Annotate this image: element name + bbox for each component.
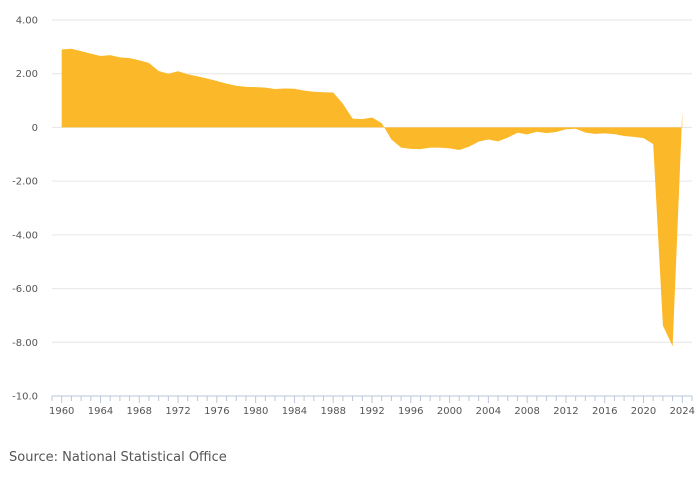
x-tick-label: 1996 [398,406,423,417]
x-tick-label: 2020 [631,406,656,417]
x-tick-label: 2012 [553,406,578,417]
x-tick-label: 1980 [243,406,268,417]
y-tick-label: 4.00 [16,16,38,27]
y-tick-label: 0 [32,123,38,134]
x-tick-label: 2024 [670,406,695,417]
y-tick-label: 2.00 [16,69,38,80]
x-tick-label: 1972 [165,406,190,417]
area-chart: 4.002.000-2.00-4.00-6.00-8.00-10.0 1960 1… [12,16,695,418]
y-tick-label: -2.00 [12,177,38,188]
x-tick-label: 2000 [437,406,462,417]
x-tick-label: 1988 [320,406,345,417]
x-tick-label: 2016 [592,406,617,417]
x-tick-label: 1984 [282,406,307,417]
area-series [61,48,683,347]
source-note: Source: National Statistical Office [9,450,227,465]
y-tick-label: -10.0 [12,392,38,403]
x-tick-label: 2004 [476,406,501,417]
y-axis-labels: 4.00 2.00 0 -2.00 -4.00 -6.00 -8.00 -10.0 [12,16,38,403]
x-tick-label: 1976 [204,406,229,417]
series-area [61,48,683,347]
y-tick-label: -6.00 [12,284,38,295]
x-tick-label: 1968 [127,406,152,417]
x-axis: 1960 1964 1968 1972 1976 1980 1984 1988 1992 1996… [49,395,695,417]
x-tick-label: 1960 [49,406,74,417]
y-tick-label: -4.00 [12,230,38,241]
y-tick-label: -8.00 [12,338,38,349]
x-tick-label: 2008 [514,406,539,417]
x-tick-label: 1992 [359,406,384,417]
x-tick-label: 1964 [88,406,113,417]
